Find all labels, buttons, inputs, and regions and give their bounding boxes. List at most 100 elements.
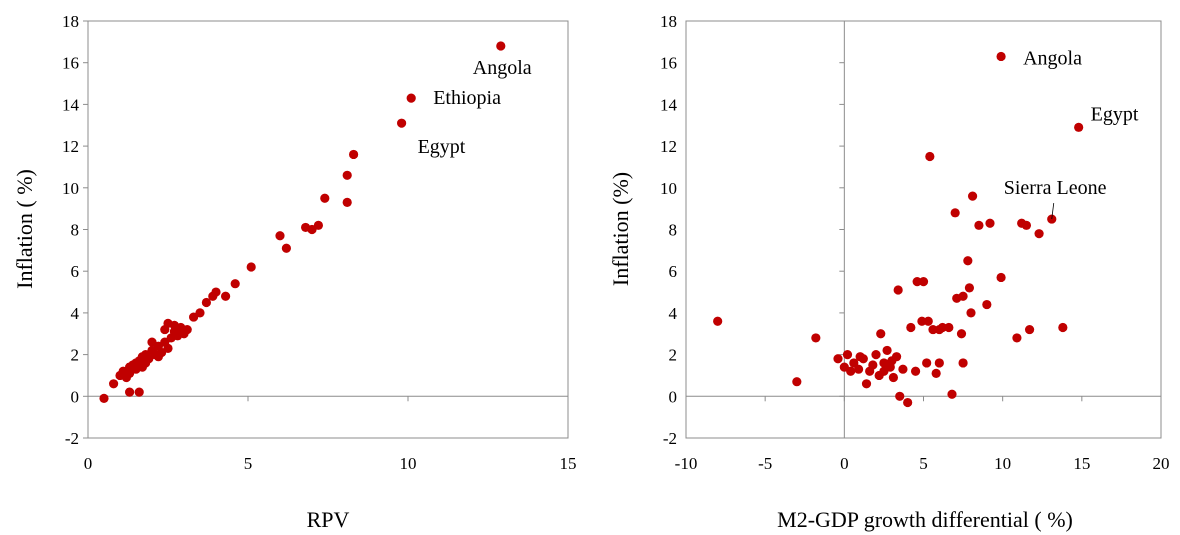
data-point [230, 279, 240, 289]
data-point [974, 220, 984, 230]
point-annotation: Egypt [1091, 103, 1139, 125]
data-point [912, 277, 922, 287]
data-point [934, 324, 944, 335]
data-point [958, 358, 968, 368]
data-point [898, 364, 908, 374]
data-point [153, 352, 163, 362]
data-point [956, 329, 967, 339]
x-tick-label: 5 [919, 454, 928, 473]
data-point [195, 308, 205, 318]
x-tick-label: -5 [758, 454, 772, 473]
annotation-leader-line [1051, 203, 1055, 220]
data-point [211, 287, 221, 297]
data-point [906, 322, 916, 333]
data-point [922, 358, 932, 368]
y-tick-label: 18 [62, 12, 79, 31]
data-point [982, 299, 992, 310]
data-point [109, 379, 119, 389]
data-point [928, 324, 938, 335]
data-point [281, 243, 291, 253]
y-tick-label: -2 [65, 429, 79, 448]
data-point [846, 366, 856, 376]
point-annotation: Ethiopia [433, 87, 501, 109]
data-point [964, 283, 975, 293]
data-point [918, 277, 929, 287]
data-point [849, 358, 859, 368]
x-tick-label: 0 [840, 454, 849, 473]
data-point [201, 297, 211, 308]
y-tick-label: 16 [660, 54, 677, 73]
y-tick-label: 4 [71, 304, 80, 323]
data-point [925, 151, 935, 162]
data-point [996, 272, 1006, 283]
chart-panel-2: -2 0 2 4 6 8 10 12 14 16 18 -10 -5 0 5 10 15 20 Inflation … [608, 12, 1170, 532]
data-point [342, 170, 352, 180]
data-point [868, 360, 878, 370]
plot-area [87, 20, 569, 439]
y-tick-label: 6 [71, 262, 80, 281]
y-tick-label: -2 [663, 429, 677, 448]
data-point [349, 149, 359, 160]
data-point [833, 354, 843, 364]
data-point [903, 397, 913, 408]
data-point [842, 350, 853, 360]
data-point [985, 218, 995, 228]
data-point [134, 387, 144, 397]
data-point [713, 316, 723, 326]
y-tick-label: 12 [62, 137, 79, 156]
data-point [1074, 122, 1084, 132]
data-point [147, 337, 157, 347]
data-point [313, 220, 323, 230]
data-point [887, 356, 897, 366]
data-point [811, 333, 821, 343]
data-point [176, 327, 186, 337]
data-point [855, 352, 865, 362]
x-tick-label: 10 [400, 454, 417, 473]
y-tick-label: 14 [62, 95, 80, 114]
data-point [320, 193, 330, 203]
data-point [879, 366, 889, 376]
plot-area [685, 20, 1162, 439]
data-point [1021, 220, 1032, 230]
y-tick-label: 18 [660, 12, 677, 31]
data-point [888, 372, 899, 383]
point-annotation: Angola [1023, 47, 1082, 69]
data-point [893, 285, 903, 295]
y-tick-label: 6 [669, 262, 678, 281]
y-axis-title: Inflation ( %) [12, 169, 37, 289]
data-point [923, 316, 933, 326]
y-tick-label: 8 [71, 221, 80, 240]
y-tick-label: 0 [669, 387, 678, 406]
point-annotation: Sierra Leone [1004, 177, 1107, 199]
x-tick-label: 10 [994, 454, 1011, 473]
y-tick-label: 2 [669, 346, 678, 365]
point-annotation: Egypt [418, 136, 466, 158]
y-tick-label: 0 [71, 387, 80, 406]
data-point [853, 364, 864, 374]
data-point [963, 256, 973, 266]
data-point [397, 118, 407, 128]
data-point [934, 358, 944, 368]
data-point [406, 93, 416, 103]
data-point [895, 391, 905, 401]
data-point [861, 379, 872, 389]
data-point [342, 197, 352, 207]
x-tick-label: 5 [244, 454, 253, 473]
data-point [931, 368, 941, 378]
x-tick-label: -10 [675, 454, 698, 473]
x-tick-label: 15 [560, 454, 577, 473]
data-point [221, 291, 231, 301]
y-tick-label: 10 [62, 179, 79, 198]
data-point [246, 262, 256, 272]
y-tick-label: 2 [71, 346, 80, 365]
data-point [169, 320, 179, 331]
data-point [99, 393, 109, 403]
data-point [131, 358, 141, 368]
data-point [275, 231, 285, 241]
data-point [792, 377, 802, 387]
y-tick-label: 10 [660, 179, 677, 198]
chart-panel-1: -2 0 2 4 6 8 10 12 14 16 18 0 5 10 15 Inflation ( %) RPV… [12, 12, 577, 532]
data-point [496, 41, 506, 51]
y-tick-label: 14 [660, 95, 678, 114]
data-point [160, 324, 170, 335]
